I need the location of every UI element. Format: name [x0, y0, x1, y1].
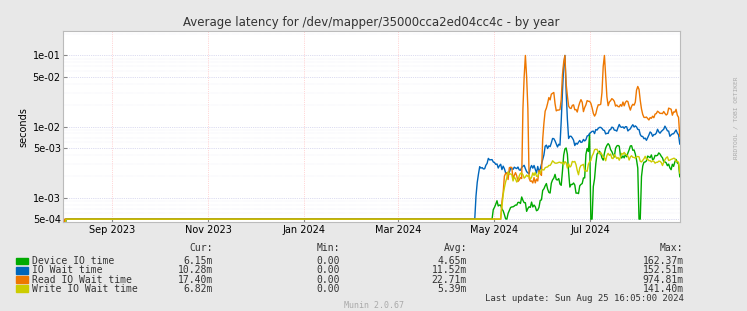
- Text: 974.81m: 974.81m: [642, 275, 684, 285]
- Text: Write IO Wait time: Write IO Wait time: [32, 284, 138, 294]
- Text: Max:: Max:: [660, 243, 684, 253]
- Text: 0.00: 0.00: [317, 275, 340, 285]
- Text: Device IO time: Device IO time: [32, 256, 114, 266]
- Text: Min:: Min:: [317, 243, 340, 253]
- Text: 10.28m: 10.28m: [178, 265, 213, 275]
- Text: 22.71m: 22.71m: [432, 275, 467, 285]
- Text: 0.00: 0.00: [317, 265, 340, 275]
- Text: 6.15m: 6.15m: [184, 256, 213, 266]
- Text: 5.39m: 5.39m: [438, 284, 467, 294]
- Text: 141.40m: 141.40m: [642, 284, 684, 294]
- Text: 6.82m: 6.82m: [184, 284, 213, 294]
- Text: 0.00: 0.00: [317, 284, 340, 294]
- Text: RRDTOOL / TOBI OETIKER: RRDTOOL / TOBI OETIKER: [734, 77, 738, 160]
- Y-axis label: seconds: seconds: [19, 107, 28, 147]
- Text: Read IO Wait time: Read IO Wait time: [32, 275, 132, 285]
- Text: 11.52m: 11.52m: [432, 265, 467, 275]
- Text: 162.37m: 162.37m: [642, 256, 684, 266]
- Text: Cur:: Cur:: [190, 243, 213, 253]
- Text: IO Wait time: IO Wait time: [32, 265, 102, 275]
- Text: 152.51m: 152.51m: [642, 265, 684, 275]
- Text: Munin 2.0.67: Munin 2.0.67: [344, 301, 403, 310]
- Text: Avg:: Avg:: [444, 243, 467, 253]
- Text: Last update: Sun Aug 25 16:05:00 2024: Last update: Sun Aug 25 16:05:00 2024: [485, 294, 684, 303]
- Text: 4.65m: 4.65m: [438, 256, 467, 266]
- Text: 0.00: 0.00: [317, 256, 340, 266]
- Text: 17.40m: 17.40m: [178, 275, 213, 285]
- Title: Average latency for /dev/mapper/35000cca2ed04cc4c - by year: Average latency for /dev/mapper/35000cca…: [183, 16, 560, 29]
